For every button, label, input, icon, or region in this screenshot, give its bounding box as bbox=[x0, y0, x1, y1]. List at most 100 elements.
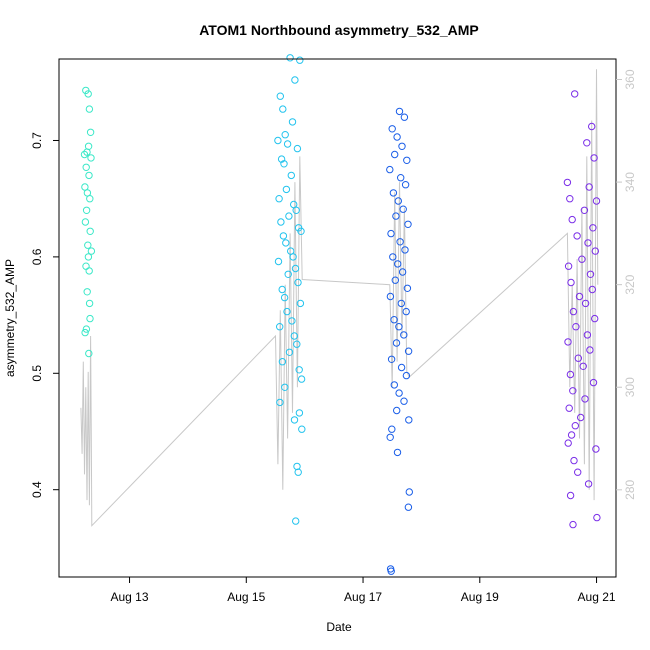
data-point bbox=[292, 517, 300, 525]
data-point bbox=[564, 439, 572, 447]
x-axis-label: Date bbox=[326, 620, 352, 634]
data-point bbox=[565, 404, 573, 412]
data-point bbox=[86, 128, 95, 137]
data-point bbox=[86, 227, 94, 236]
data-point bbox=[401, 181, 410, 189]
data-point bbox=[282, 185, 291, 194]
data-point bbox=[569, 520, 577, 529]
data-point bbox=[87, 247, 96, 255]
data-point bbox=[85, 299, 94, 308]
data-point bbox=[567, 431, 576, 439]
x-tick-label: Aug 17 bbox=[344, 590, 382, 604]
data-point bbox=[569, 307, 578, 316]
data-point bbox=[87, 154, 95, 162]
data-point bbox=[592, 197, 601, 205]
data-point bbox=[85, 105, 94, 113]
data-point bbox=[404, 220, 412, 229]
data-point bbox=[392, 212, 400, 220]
data-point bbox=[574, 468, 582, 476]
data-point bbox=[86, 314, 94, 323]
secondary-series-line bbox=[80, 69, 599, 527]
data-point bbox=[571, 90, 579, 98]
data-point bbox=[86, 195, 94, 203]
data-point bbox=[405, 488, 413, 496]
data-point bbox=[292, 206, 300, 215]
data-point bbox=[296, 299, 305, 308]
data-point bbox=[390, 316, 398, 324]
data-point bbox=[400, 113, 409, 121]
data-point bbox=[82, 206, 91, 215]
y2-tick-label: 340 bbox=[623, 172, 637, 192]
data-point bbox=[293, 144, 302, 153]
data-point bbox=[388, 425, 396, 433]
data-point bbox=[571, 422, 579, 430]
data-point bbox=[391, 150, 399, 159]
data-point bbox=[281, 131, 289, 139]
data-point bbox=[286, 54, 294, 62]
data-point bbox=[393, 133, 401, 141]
data-point bbox=[387, 229, 395, 238]
data-point bbox=[85, 267, 93, 275]
data-point bbox=[579, 362, 587, 370]
data-point bbox=[296, 56, 304, 64]
data-point bbox=[397, 174, 405, 182]
data-point bbox=[280, 160, 288, 168]
data-point bbox=[283, 307, 291, 316]
data-point bbox=[81, 218, 90, 226]
data-point bbox=[82, 163, 90, 172]
data-point bbox=[84, 90, 92, 98]
data-point bbox=[81, 328, 89, 337]
data-point bbox=[394, 197, 402, 205]
data-point bbox=[392, 339, 401, 347]
data-point bbox=[564, 262, 573, 270]
points-layer bbox=[80, 54, 601, 575]
data-point bbox=[393, 448, 402, 457]
data-point bbox=[277, 218, 285, 226]
y-tick-label: 0.7 bbox=[30, 132, 44, 149]
data-point bbox=[290, 416, 299, 424]
data-point bbox=[589, 378, 598, 387]
data-point bbox=[389, 189, 398, 197]
data-point bbox=[396, 238, 404, 246]
data-point bbox=[85, 171, 93, 180]
data-point bbox=[82, 325, 91, 333]
y2-tick-label: 320 bbox=[623, 274, 637, 294]
data-point bbox=[395, 389, 403, 397]
data-point bbox=[585, 183, 593, 191]
data-point bbox=[295, 409, 304, 417]
x-axis: Aug 13 Aug 15 Aug 17 Aug 19 Aug 21 bbox=[111, 577, 616, 604]
data-point bbox=[284, 270, 292, 278]
data-point bbox=[390, 381, 398, 389]
data-point bbox=[566, 195, 574, 203]
data-point bbox=[395, 323, 403, 331]
data-point bbox=[399, 205, 407, 213]
data-point bbox=[285, 212, 293, 220]
data-point bbox=[84, 253, 93, 261]
data-point bbox=[394, 260, 402, 268]
data-point bbox=[566, 491, 575, 500]
data-point bbox=[580, 206, 589, 215]
data-point bbox=[591, 247, 599, 255]
data-point bbox=[276, 323, 284, 331]
data-point bbox=[403, 284, 412, 292]
data-point bbox=[295, 366, 303, 374]
data-point bbox=[386, 292, 395, 301]
data-point bbox=[583, 139, 591, 147]
data-point bbox=[398, 268, 407, 276]
y-tick-label: 0.6 bbox=[30, 248, 44, 265]
data-point bbox=[586, 270, 595, 278]
data-point bbox=[575, 292, 584, 301]
data-point bbox=[279, 105, 287, 113]
data-point bbox=[395, 107, 404, 116]
data-point bbox=[289, 253, 297, 261]
secondary-line-layer bbox=[80, 69, 599, 527]
data-point bbox=[589, 224, 597, 232]
data-point bbox=[288, 317, 296, 325]
y2-tick-label: 300 bbox=[623, 377, 637, 397]
data-point bbox=[297, 227, 305, 236]
data-point bbox=[588, 285, 596, 294]
y-axis-label: asymmetry_532_AMP bbox=[3, 259, 17, 377]
x-tick-label: Aug 19 bbox=[461, 590, 499, 604]
data-point bbox=[293, 462, 301, 471]
